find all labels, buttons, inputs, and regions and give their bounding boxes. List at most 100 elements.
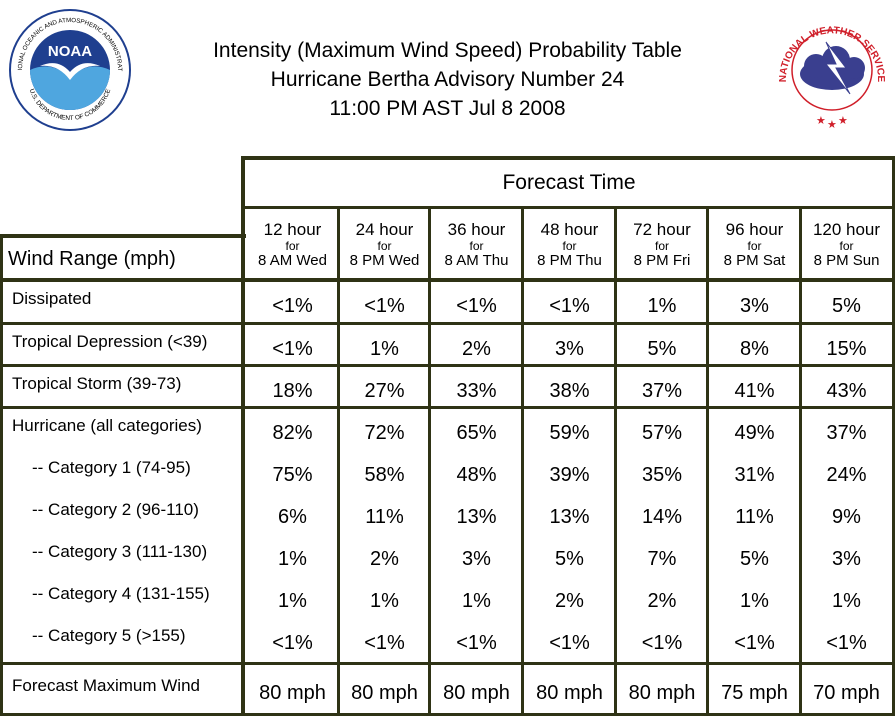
- table-cell: 75 mph: [721, 682, 788, 704]
- table-cell: <1%: [734, 632, 775, 654]
- table-cell: 8%: [740, 338, 769, 360]
- table-cell: 14%: [641, 506, 683, 528]
- column-header: 72 hour for 8 PM Fri: [616, 220, 708, 278]
- table-cell: 37%: [641, 380, 683, 402]
- column-time: 8 PM Wed: [349, 252, 420, 269]
- table-cell: 35%: [641, 464, 683, 486]
- noaa-logo-text: NOAA: [48, 43, 92, 60]
- table-cell: 15%: [826, 338, 867, 360]
- table-cell: 80 mph: [628, 682, 696, 704]
- grid-line: [243, 156, 895, 160]
- grid-line: [799, 206, 802, 716]
- column-hours: 72 hour: [633, 220, 691, 239]
- table-cell: 5%: [740, 548, 769, 570]
- table-cell: <1%: [826, 632, 867, 654]
- table-cell: 41%: [734, 380, 775, 402]
- table-cell: 1%: [370, 338, 399, 360]
- table-cell: 3%: [740, 295, 769, 317]
- table-cell: 3%: [555, 338, 584, 360]
- table-cell: 1%: [832, 590, 861, 612]
- column-for: for: [562, 239, 577, 253]
- grid-line: [0, 662, 895, 665]
- table-cell: 1%: [647, 295, 677, 317]
- table-cell: 2%: [370, 548, 399, 570]
- table-cell: 49%: [734, 422, 775, 444]
- title-line-1: Intensity (Maximum Wind Speed) Probabili…: [213, 39, 682, 62]
- table-cell: 39%: [549, 464, 590, 486]
- table-cell: 2%: [647, 590, 677, 612]
- star-icon: ★: [838, 115, 848, 127]
- table-cell: 7%: [647, 548, 677, 570]
- title-line-3: 11:00 PM AST Jul 8 2008: [329, 97, 566, 120]
- table-cell: 1%: [370, 590, 399, 612]
- table-cell: 6%: [278, 506, 307, 528]
- table-cell: 43%: [826, 380, 867, 402]
- grid-line: [892, 156, 895, 716]
- table-cell: 82%: [272, 422, 313, 444]
- column-time: 8 PM Sun: [813, 252, 880, 269]
- table-cell: 80 mph: [259, 682, 326, 704]
- grid-line: [706, 206, 709, 716]
- table-cell: 5%: [555, 548, 584, 570]
- table-cell: 65%: [456, 422, 497, 444]
- table-cell: 11%: [365, 506, 404, 528]
- column-for: for: [285, 239, 300, 253]
- table-cell: 1%: [462, 590, 491, 612]
- row-label: -- Category 4 (131-155): [32, 584, 210, 603]
- table-cell: <1%: [549, 295, 590, 317]
- row-label: Dissipated: [12, 289, 92, 308]
- table-cell: 3%: [462, 548, 491, 570]
- table-cell: 57%: [641, 422, 683, 444]
- column-header: 120 hour for 8 PM Sun: [801, 220, 892, 278]
- table-cell: 37%: [826, 422, 867, 444]
- table-cell: <1%: [364, 632, 405, 654]
- noaa-logo: NOAA NATIONAL OCEANIC AND ATMOSPHERIC AD…: [8, 8, 131, 131]
- star-icon: ★: [816, 115, 826, 127]
- grid-line: [243, 206, 895, 209]
- table-cell: 1%: [278, 590, 307, 612]
- column-for: for: [377, 239, 392, 253]
- grid-line: [521, 206, 524, 716]
- table-cell: 75%: [272, 464, 313, 486]
- grid-line: [614, 206, 617, 716]
- grid-line: [0, 364, 895, 367]
- table-cell: <1%: [549, 632, 590, 654]
- table-cell: <1%: [364, 295, 405, 317]
- table-cell: <1%: [456, 632, 497, 654]
- table-cell: 70 mph: [813, 682, 880, 704]
- column-time: 8 AM Thu: [444, 252, 509, 269]
- table-cell: 11%: [735, 506, 774, 528]
- column-time: 8 AM Wed: [258, 252, 327, 269]
- table-cell: 80 mph: [443, 682, 510, 704]
- grid-line: [0, 234, 246, 238]
- table-cell: 13%: [549, 506, 590, 528]
- grid-line: [428, 206, 431, 716]
- column-for: for: [469, 239, 484, 253]
- table-cell: 80 mph: [536, 682, 603, 704]
- table-cell: 13%: [456, 506, 497, 528]
- column-hours: 48 hour: [540, 220, 599, 239]
- column-hours: 96 hour: [725, 220, 784, 239]
- table-cell: 31%: [734, 464, 775, 486]
- row-label: -- Category 3 (111-130): [32, 542, 208, 561]
- table-cell: <1%: [272, 632, 313, 654]
- page-title: Intensity (Maximum Wind Speed) Probabili…: [140, 36, 755, 123]
- table-cell: 2%: [462, 338, 491, 360]
- table-cell: <1%: [641, 632, 683, 654]
- table-cell: 38%: [549, 380, 590, 402]
- table-cell: 27%: [364, 380, 405, 402]
- column-header: 12 hour for 8 AM Wed: [246, 220, 339, 278]
- table-cell: 1%: [278, 548, 307, 570]
- table-cell: 59%: [549, 422, 590, 444]
- table-cell: 33%: [456, 380, 497, 402]
- forecast-time-header: Forecast Time: [502, 171, 636, 194]
- row-label: -- Category 1 (74-95): [32, 458, 191, 477]
- table-cell: 1%: [740, 590, 769, 612]
- column-hours: 120 hour: [812, 220, 881, 239]
- row-label: Forecast Maximum Wind: [12, 676, 200, 695]
- column-header: 24 hour for 8 PM Wed: [339, 220, 430, 278]
- table-cell: 48%: [456, 464, 497, 486]
- table-cell: <1%: [456, 295, 497, 317]
- table-cell: <1%: [272, 338, 313, 360]
- column-for: for: [747, 239, 762, 253]
